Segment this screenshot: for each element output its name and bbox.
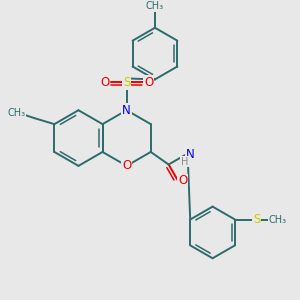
Text: CH₃: CH₃ — [146, 1, 164, 11]
Text: O: O — [144, 76, 153, 89]
Text: H: H — [181, 157, 188, 166]
Text: N: N — [186, 148, 195, 161]
Text: N: N — [122, 104, 131, 117]
Text: CH₃: CH₃ — [8, 108, 26, 118]
Text: O: O — [178, 175, 187, 188]
Text: O: O — [100, 76, 110, 89]
Text: CH₃: CH₃ — [268, 214, 287, 224]
Text: S: S — [253, 213, 260, 226]
Text: O: O — [122, 159, 131, 172]
Text: S: S — [123, 76, 130, 89]
